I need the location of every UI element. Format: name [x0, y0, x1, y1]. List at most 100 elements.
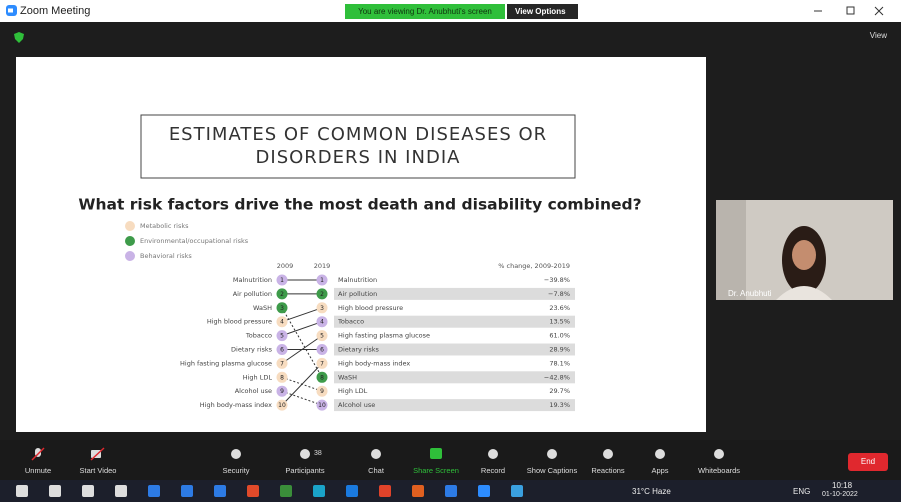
taskbar-icon[interactable] [313, 485, 325, 497]
legend-label: Behavioral risks [140, 252, 192, 260]
slide-title: DISORDERS IN INDIA [256, 147, 461, 168]
left-label: Alcohol use [235, 387, 272, 395]
rank-number: 8 [280, 374, 284, 381]
rank-number: 8 [320, 374, 324, 381]
toolbar-label[interactable]: Record [481, 466, 505, 475]
left-label: High blood pressure [207, 318, 272, 326]
toolbar-label[interactable]: Share Screen [413, 466, 459, 475]
toolbar-icon[interactable] [427, 447, 445, 461]
toolbar-label[interactable]: Show Captions [527, 466, 577, 475]
rank-number: 3 [280, 305, 284, 312]
window-controls[interactable] [800, 0, 901, 22]
left-label: Dietary risks [231, 346, 273, 354]
toolbar-label[interactable]: Whiteboards [698, 466, 740, 475]
zoom-window: Zoom Meeting You are viewing Dr. Anubhut… [0, 0, 901, 502]
toolbar-glyph [655, 449, 665, 459]
left-label: Air pollution [233, 290, 272, 298]
toolbar-glyph [488, 449, 498, 459]
column-header: 2019 [314, 262, 331, 270]
taskbar-icon[interactable] [214, 485, 226, 497]
toolbar-icon[interactable] [89, 447, 107, 461]
toolbar-icon[interactable] [543, 447, 561, 461]
taskbar: 31°C Haze ENG 10:18 01-10-2022 [0, 480, 901, 502]
percent-change: 23.6% [549, 304, 570, 312]
toolbar-label[interactable]: Reactions [591, 466, 624, 475]
right-label: Alcohol use [338, 401, 375, 409]
toolbar-label[interactable]: Apps [651, 466, 668, 475]
legend-label: Environmental/occupational risks [140, 237, 249, 245]
taskbar-icon[interactable] [445, 485, 457, 497]
taskbar-icon[interactable] [247, 485, 259, 497]
taskbar-icon[interactable] [511, 485, 523, 497]
participant-video [716, 200, 893, 300]
toolbar-icon[interactable] [710, 447, 728, 461]
toolbar-label[interactable]: Start Video [80, 466, 117, 475]
toolbar-label[interactable]: Unmute [25, 466, 51, 475]
rank-number: 2 [280, 291, 284, 298]
taskbar-icon[interactable] [49, 485, 61, 497]
rank-number: 2 [320, 291, 324, 298]
participant-count: 38 [314, 450, 322, 457]
rank-number: 4 [280, 319, 284, 326]
toolbar-glyph [714, 449, 724, 459]
column-header: 2009 [277, 262, 294, 270]
taskbar-icon[interactable] [346, 485, 358, 497]
slide-content: ESTIMATES OF COMMON DISEASES OR DISORDER… [16, 57, 706, 432]
toolbar-label[interactable]: Participants [285, 466, 324, 475]
toolbar-icon[interactable] [367, 447, 385, 461]
taskbar-icon[interactable] [82, 485, 94, 497]
taskbar-icon[interactable] [16, 485, 28, 497]
slide-title: ESTIMATES OF COMMON DISEASES OR [169, 124, 547, 145]
view-options-button[interactable]: View Options [507, 4, 578, 19]
toolbar-label[interactable]: Chat [368, 466, 384, 475]
toolbar-label[interactable]: Security [222, 466, 249, 475]
taskbar-icon[interactable] [181, 485, 193, 497]
left-label: Tobacco [245, 332, 272, 340]
toolbar-icon[interactable] [599, 447, 617, 461]
rank-connector [282, 308, 322, 378]
toolbar-icon[interactable] [29, 447, 47, 461]
legend-swatch [125, 221, 135, 231]
weather[interactable]: 31°C Haze [632, 487, 671, 496]
viewing-banner: You are viewing Dr. Anubhuti's screen [345, 4, 505, 19]
percent-change: 28.9% [549, 346, 570, 354]
left-label: High body-mass index [200, 401, 272, 409]
rank-connector [282, 322, 322, 336]
right-label: Tobacco [337, 318, 364, 326]
right-label: High LDL [338, 387, 368, 395]
right-label: WaSH [338, 373, 357, 381]
toolbar-icon[interactable] [484, 447, 502, 461]
row-band [334, 316, 575, 328]
taskbar-icon[interactable] [115, 485, 127, 497]
rank-number: 9 [320, 388, 324, 395]
taskbar-icon[interactable] [379, 485, 391, 497]
end-button[interactable]: End [848, 453, 888, 471]
right-label: Air pollution [338, 290, 377, 298]
percent-change: 13.5% [549, 318, 570, 326]
toolbar-icon[interactable] [296, 447, 314, 461]
taskbar-icon[interactable] [280, 485, 292, 497]
percent-change: −39.8% [544, 276, 570, 284]
toolbar-glyph [231, 449, 241, 459]
participant-name: Dr. Anubhuti [728, 289, 772, 298]
column-header: % change, 2009-2019 [498, 262, 570, 270]
shared-slide: ESTIMATES OF COMMON DISEASES OR DISORDER… [16, 57, 706, 432]
taskbar-icon[interactable] [412, 485, 424, 497]
left-label: WaSH [253, 304, 272, 312]
clock-time[interactable]: 10:18 [832, 481, 852, 490]
rank-number: 7 [320, 360, 324, 367]
legend-label: Metabolic risks [140, 222, 189, 230]
toolbar-icon[interactable] [227, 447, 245, 461]
taskbar-icon[interactable] [478, 485, 490, 497]
rank-number: 1 [320, 277, 324, 284]
language[interactable]: ENG [793, 487, 810, 496]
clock-date[interactable]: 01-10-2022 [822, 491, 858, 498]
rank-number: 6 [280, 347, 284, 354]
toolbar-glyph [371, 449, 381, 459]
view-button[interactable]: View [870, 31, 887, 40]
meeting-toolbar: Unmute Start Video Security Participants Cha… [0, 440, 901, 480]
toolbar-icon[interactable] [651, 447, 669, 461]
rank-number: 6 [320, 347, 324, 354]
taskbar-icon[interactable] [148, 485, 160, 497]
video-tile[interactable] [716, 200, 893, 300]
